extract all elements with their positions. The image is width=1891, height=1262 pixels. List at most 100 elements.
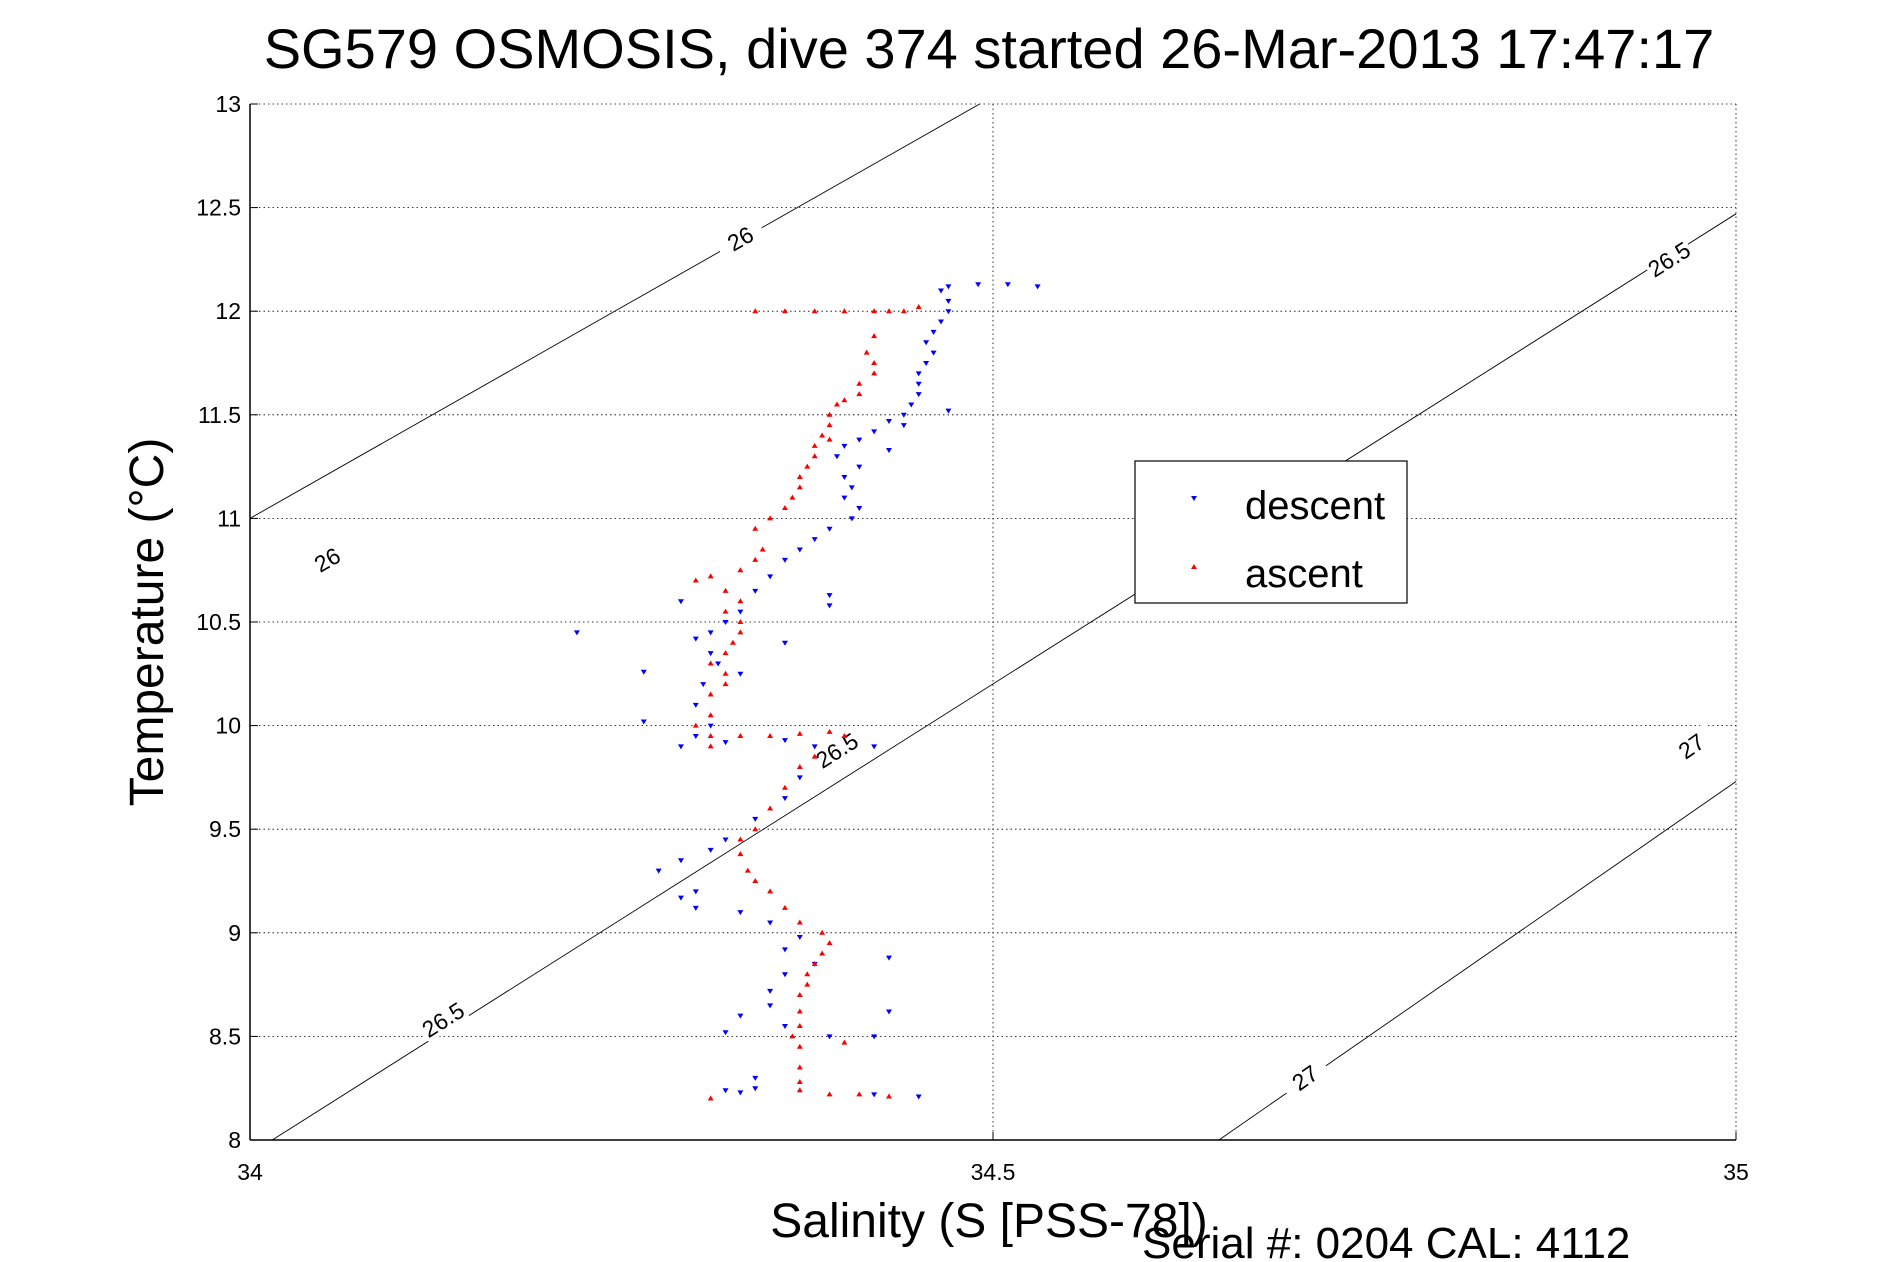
isopycnal-label-bg: [1278, 1054, 1332, 1102]
y-tick-label: 10: [215, 713, 241, 739]
ascent-point: [796, 1064, 803, 1070]
isopycnal-26: [249, 103, 980, 519]
descent-point: [707, 651, 714, 657]
descent-point: [677, 858, 684, 864]
ascent-point: [856, 380, 863, 386]
ascent-point: [737, 619, 744, 624]
descent-point: [640, 669, 647, 675]
ascent-point: [707, 573, 714, 579]
descent-point: [752, 1086, 759, 1092]
descent-point: [655, 868, 662, 874]
ascent-point: [707, 1095, 714, 1101]
descent-point: [677, 744, 684, 750]
ascent-point: [796, 1078, 803, 1084]
ascent-point: [871, 360, 878, 365]
descent-point: [752, 588, 759, 594]
ascent-point: [752, 878, 759, 883]
ascent-point: [804, 463, 811, 469]
descent-point: [767, 574, 774, 580]
ascent-point: [767, 732, 774, 738]
descent-point: [945, 284, 952, 290]
ascent-point: [737, 851, 744, 857]
ascent-point: [722, 681, 729, 687]
descent-point: [692, 702, 699, 708]
ascent-point: [819, 950, 826, 956]
y-tick-label: 11.5: [198, 402, 241, 428]
descent-point: [722, 1088, 729, 1094]
descent-point: [937, 319, 944, 325]
ascent-point: [819, 432, 826, 438]
descent-point: [945, 309, 952, 315]
y-tick-label: 13: [215, 91, 241, 117]
ascent-point: [856, 391, 863, 397]
ascent-point: [781, 784, 788, 790]
descent-point: [885, 419, 892, 425]
ascent-point: [796, 1008, 803, 1014]
descent-point: [841, 495, 848, 501]
ascent-point: [841, 1039, 848, 1045]
ascent-point: [781, 308, 788, 314]
legend: descent ascent: [1134, 460, 1408, 604]
descent-point: [796, 547, 803, 553]
descent-point: [707, 723, 714, 729]
descent-point: [573, 630, 580, 636]
ascent-point: [707, 732, 714, 738]
descent-point: [923, 340, 930, 346]
descent-point: [923, 361, 930, 366]
descent-point: [856, 506, 863, 512]
descent-point: [937, 288, 944, 294]
ascent-point: [796, 1087, 803, 1093]
descent-point: [781, 557, 788, 563]
serial-cal-footer: Serial #: 0204 CAL: 4112: [1142, 1219, 1630, 1262]
ascent-point: [819, 929, 826, 935]
descent-point: [692, 636, 699, 642]
ascent-point: [885, 308, 892, 314]
ascent-point: [826, 436, 833, 442]
data-points: [573, 282, 1041, 1101]
ascent-point: [804, 981, 811, 987]
y-tick-label: 12.5: [196, 195, 241, 221]
ascent-point: [796, 730, 803, 736]
ascent-point: [752, 556, 759, 562]
ascent-point: [781, 904, 788, 910]
descent-point: [856, 464, 863, 470]
y-tick-label: 8: [228, 1127, 241, 1153]
ascent-point: [737, 567, 744, 573]
ascent-point: [841, 732, 848, 738]
descent-point: [811, 744, 818, 750]
isopycnal-label-bg: [713, 216, 768, 261]
descent-point: [848, 485, 855, 491]
ascent-point: [789, 1033, 796, 1039]
ascent-point: [729, 639, 736, 645]
ascent-point: [737, 836, 744, 842]
descent-point: [737, 671, 744, 677]
descent-point: [715, 661, 722, 667]
descent-point: [930, 350, 937, 356]
y-tick-label: 9: [228, 920, 241, 946]
ascent-point: [811, 442, 818, 448]
isopycnal-label-bg: [1642, 236, 1696, 283]
ascent-point: [811, 308, 818, 314]
descent-point: [677, 895, 684, 901]
descent-point: [722, 620, 729, 625]
ascent-point: [856, 1091, 863, 1097]
legend-ascent-marker: [1191, 564, 1197, 569]
descent-point: [737, 1013, 744, 1019]
ascent-point: [692, 577, 699, 583]
descent-point: [707, 630, 714, 636]
ascent-point: [833, 401, 840, 407]
y-axis-label: Temperature (°C): [121, 438, 174, 807]
descent-point: [781, 640, 788, 646]
descent-point: [826, 593, 833, 599]
isopycnal-label-bg: [416, 996, 470, 1043]
ascent-point: [811, 453, 818, 459]
descent-point: [945, 298, 952, 304]
ascent-point: [737, 732, 744, 738]
descent-point: [841, 443, 848, 449]
ascent-point: [781, 505, 788, 511]
descent-point: [885, 448, 892, 454]
descent-point: [737, 1090, 744, 1096]
descent-point: [737, 910, 744, 916]
isopycnal-label-bg: [810, 727, 864, 774]
